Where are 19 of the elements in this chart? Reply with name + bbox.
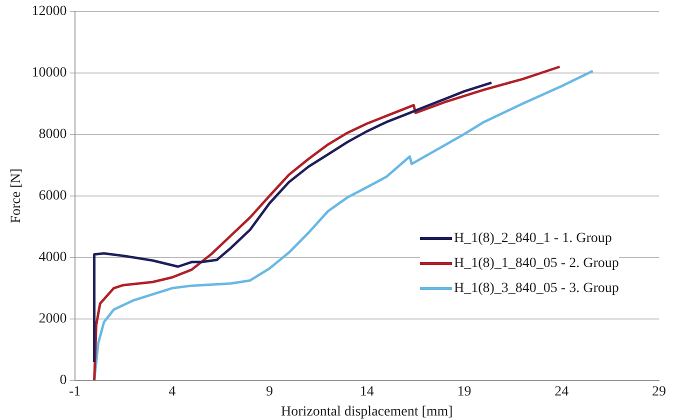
- x-tick-label: 14: [360, 384, 374, 400]
- x-tick-label: -1: [68, 384, 81, 400]
- x-tick-label: 24: [554, 384, 569, 400]
- y-axis-title: Force [N]: [9, 168, 24, 224]
- x-axis-title: Horizontal displacement [mm]: [280, 404, 453, 420]
- x-tick-label: 19: [457, 384, 472, 400]
- legend-label: H_1(8)_1_840_05 - 2. Group: [454, 255, 619, 273]
- x-tick-label: 29: [652, 384, 666, 400]
- y-tick-label: 0: [60, 373, 67, 388]
- y-tick-label: 6000: [38, 188, 67, 204]
- legend-label: H_1(8)_2_840_1 - 1. Group: [454, 230, 612, 248]
- y-tick-label: 10000: [32, 66, 67, 81]
- y-tick-label: 8000: [38, 127, 67, 142]
- x-tick-label: 9: [266, 384, 274, 400]
- y-tick-label: 2000: [38, 312, 67, 327]
- x-tick-label: 4: [168, 384, 176, 400]
- legend-label: H_1(8)_3_840_05 - 3. Group: [454, 280, 619, 298]
- y-tick-label: 12000: [32, 4, 67, 20]
- y-tick-label: 4000: [38, 250, 67, 266]
